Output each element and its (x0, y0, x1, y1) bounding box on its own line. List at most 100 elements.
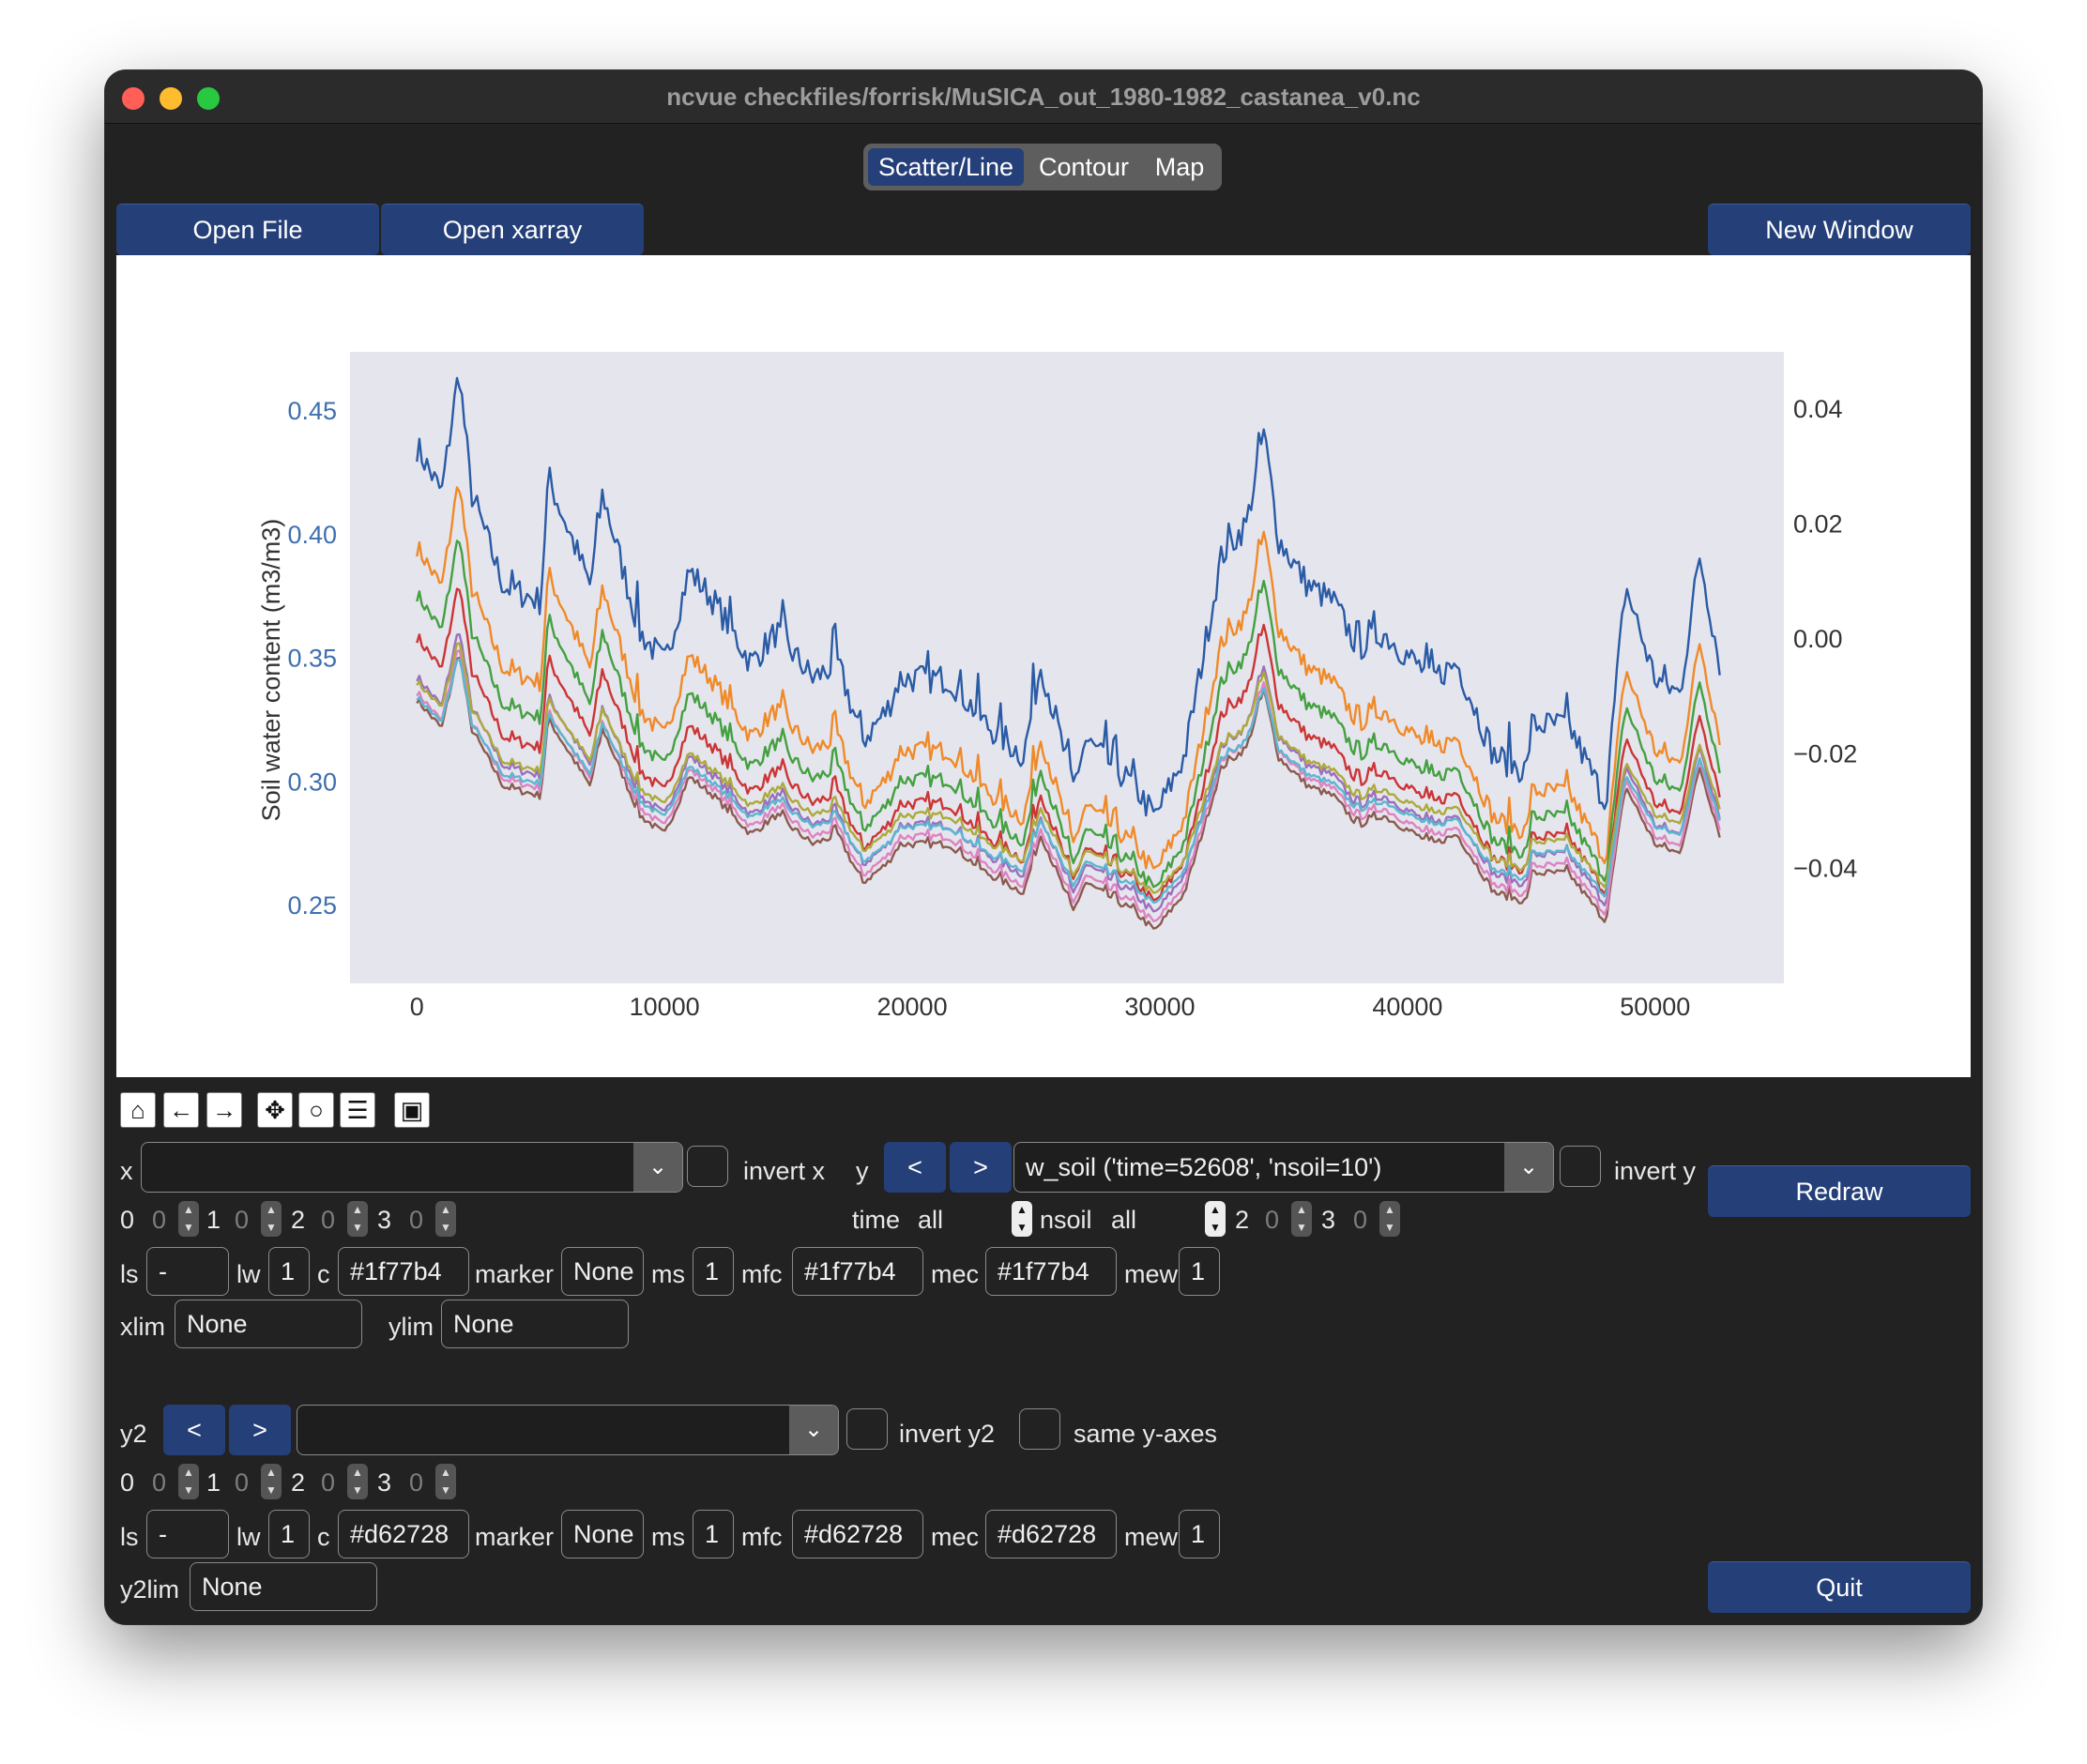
zoom-window-button[interactable] (197, 87, 220, 110)
y-dim-2-spinner[interactable]: ▲ ▼ (1291, 1201, 1312, 1237)
series-line (416, 540, 1721, 889)
x-tick-label: 40000 (1372, 993, 1442, 1021)
y2-dim-2-value[interactable]: 0 (321, 1468, 336, 1497)
redraw-button[interactable]: Redraw (1708, 1165, 1971, 1217)
y2-label: y2 (120, 1420, 147, 1448)
open-file-button[interactable]: Open File (116, 204, 379, 255)
y2-dim-1-spinner[interactable]: ▲ ▼ (261, 1464, 282, 1499)
tab-scatter-line[interactable]: Scatter/Line (868, 148, 1024, 186)
new-window-button[interactable]: New Window (1708, 204, 1971, 255)
x-dim-3-spinner[interactable]: ▲ ▼ (435, 1201, 456, 1237)
y2-dim-2-spinner[interactable]: ▲ ▼ (347, 1464, 368, 1499)
y2-linestyle-input[interactable]: - (146, 1510, 229, 1559)
y2-next-button[interactable]: > (229, 1405, 291, 1455)
y-dim-time-spinner[interactable]: ▲ ▼ (1012, 1201, 1032, 1237)
y-color-input[interactable]: #1f77b4 (338, 1247, 469, 1296)
y2-dim-0-spinner[interactable]: ▲ ▼ (178, 1464, 199, 1499)
y2-mec-label: mec (931, 1523, 980, 1551)
y2-mfc-input[interactable]: #d62728 (792, 1510, 923, 1559)
y2-dim-3-value[interactable]: 0 (409, 1468, 424, 1497)
invert-y2-checkbox[interactable] (846, 1408, 888, 1450)
y-mew-input[interactable]: 1 (1179, 1247, 1220, 1296)
x-dim-0-value[interactable]: 0 (152, 1206, 167, 1234)
y-linewidth-input[interactable]: 1 (268, 1247, 310, 1296)
tab-contour[interactable]: Contour (1038, 153, 1130, 181)
y2-dim-0-value[interactable]: 0 (152, 1468, 167, 1497)
y2-dim-2-label: 2 (291, 1468, 306, 1497)
y2-tick-label: 0.04 (1793, 395, 1843, 423)
open-xarray-button[interactable]: Open xarray (381, 204, 644, 255)
x-dim-0-spinner[interactable]: ▲ ▼ (178, 1201, 199, 1237)
y2-prev-button[interactable]: < (163, 1405, 225, 1455)
y2lim-input[interactable]: None (190, 1562, 377, 1611)
y-variable-select[interactable]: w_soil ('time=52608', 'nsoil=10') ⌄ (1013, 1142, 1554, 1193)
x-variable-select[interactable]: ⌄ (141, 1142, 683, 1193)
save-icon[interactable]: ▣ (394, 1092, 430, 1128)
y-dim-time-value[interactable]: all (918, 1206, 944, 1234)
forward-arrow-icon[interactable]: → (206, 1092, 242, 1128)
x-dim-3-value[interactable]: 0 (409, 1206, 424, 1234)
y-tick-label: 0.25 (287, 891, 337, 920)
y2-lw-label: lw (236, 1523, 261, 1551)
tab-map[interactable]: Map (1154, 153, 1205, 181)
line-chart: 0 10000 20000 30000 40000 50000 0.450.400.350… (257, 352, 1857, 1021)
y2-linewidth-input[interactable]: 1 (268, 1510, 310, 1559)
x-dim-1-spinner[interactable]: ▲ ▼ (261, 1201, 282, 1237)
home-icon[interactable]: ⌂ (120, 1092, 156, 1128)
invert-y-label: invert y (1614, 1157, 1697, 1185)
configure-subplots-icon[interactable]: ☰ (340, 1092, 375, 1128)
y2-dim-3-spinner[interactable]: ▲ ▼ (435, 1464, 456, 1499)
series-line (416, 642, 1721, 894)
y-linestyle-input[interactable]: - (146, 1247, 229, 1296)
zoom-icon[interactable]: ○ (298, 1092, 334, 1128)
y2-tick-label: −0.04 (1793, 855, 1857, 883)
y2-tick-label: 0.00 (1793, 625, 1843, 653)
series-line (416, 658, 1721, 905)
y2-dim-1-value[interactable]: 0 (235, 1468, 250, 1497)
same-y-axes-checkbox[interactable] (1019, 1408, 1060, 1450)
close-window-button[interactable] (122, 87, 145, 110)
y-marker-input[interactable]: None (561, 1247, 644, 1296)
invert-y-checkbox[interactable] (1560, 1146, 1601, 1187)
x-dim-2-spinner[interactable]: ▲ ▼ (347, 1201, 368, 1237)
y-markersize-input[interactable]: 1 (693, 1247, 734, 1296)
y-tick-labels: 0.45 0.40 0.35 0.30 0.25 (287, 397, 337, 920)
title-bar: ncvue checkfiles/forrisk/MuSICA_out_1980… (105, 70, 1982, 124)
minimize-window-button[interactable] (160, 87, 182, 110)
y-dim-nsoil-label: nsoil (1040, 1206, 1092, 1234)
y2-markersize-input[interactable]: 1 (693, 1510, 734, 1559)
series-line (416, 587, 1721, 902)
back-arrow-icon[interactable]: ← (163, 1092, 199, 1128)
ylim-input[interactable]: None (441, 1300, 629, 1348)
y2-variable-select[interactable]: ⌄ (297, 1405, 839, 1455)
invert-x-checkbox[interactable] (687, 1146, 728, 1187)
y-dim-2-value[interactable]: 0 (1265, 1206, 1280, 1234)
y-dim-nsoil-spinner[interactable]: ▲ ▼ (1205, 1201, 1226, 1237)
y2-tick-label: 0.02 (1793, 510, 1843, 539)
y-tick-label: 0.30 (287, 768, 337, 796)
y-axis-label: Soil water content (m3/m3) (257, 519, 285, 822)
invert-x-label: invert x (743, 1157, 826, 1185)
y-dim-3-value[interactable]: 0 (1353, 1206, 1368, 1234)
y-mec-input[interactable]: #1f77b4 (985, 1247, 1117, 1296)
y2-marker-input[interactable]: None (561, 1510, 644, 1559)
y2-mew-input[interactable]: 1 (1179, 1510, 1220, 1559)
y-variable-value: w_soil ('time=52608', 'nsoil=10') (1026, 1153, 1382, 1181)
y-prev-button[interactable]: < (884, 1142, 946, 1193)
y2-mec-input[interactable]: #d62728 (985, 1510, 1117, 1559)
xlim-input[interactable]: None (175, 1300, 362, 1348)
y-dim-nsoil-value[interactable]: all (1111, 1206, 1137, 1234)
y2-color-input[interactable]: #d62728 (338, 1510, 469, 1559)
x-dim-2-value[interactable]: 0 (321, 1206, 336, 1234)
y-mfc-input[interactable]: #1f77b4 (792, 1247, 923, 1296)
y2-mfc-label: mfc (741, 1523, 783, 1551)
y2-marker-label: marker (475, 1523, 555, 1551)
pan-icon[interactable]: ✥ (257, 1092, 293, 1128)
plot-canvas[interactable]: 0 10000 20000 30000 40000 50000 0.45 0.40 0.35 0… (116, 255, 1971, 1077)
y-next-button[interactable]: > (950, 1142, 1012, 1193)
x-dim-1-value[interactable]: 0 (235, 1206, 250, 1234)
y-dim-3-spinner[interactable]: ▲ ▼ (1379, 1201, 1400, 1237)
quit-button[interactable]: Quit (1708, 1561, 1971, 1613)
invert-y2-label: invert y2 (899, 1420, 996, 1448)
lw-label: lw (236, 1260, 261, 1288)
